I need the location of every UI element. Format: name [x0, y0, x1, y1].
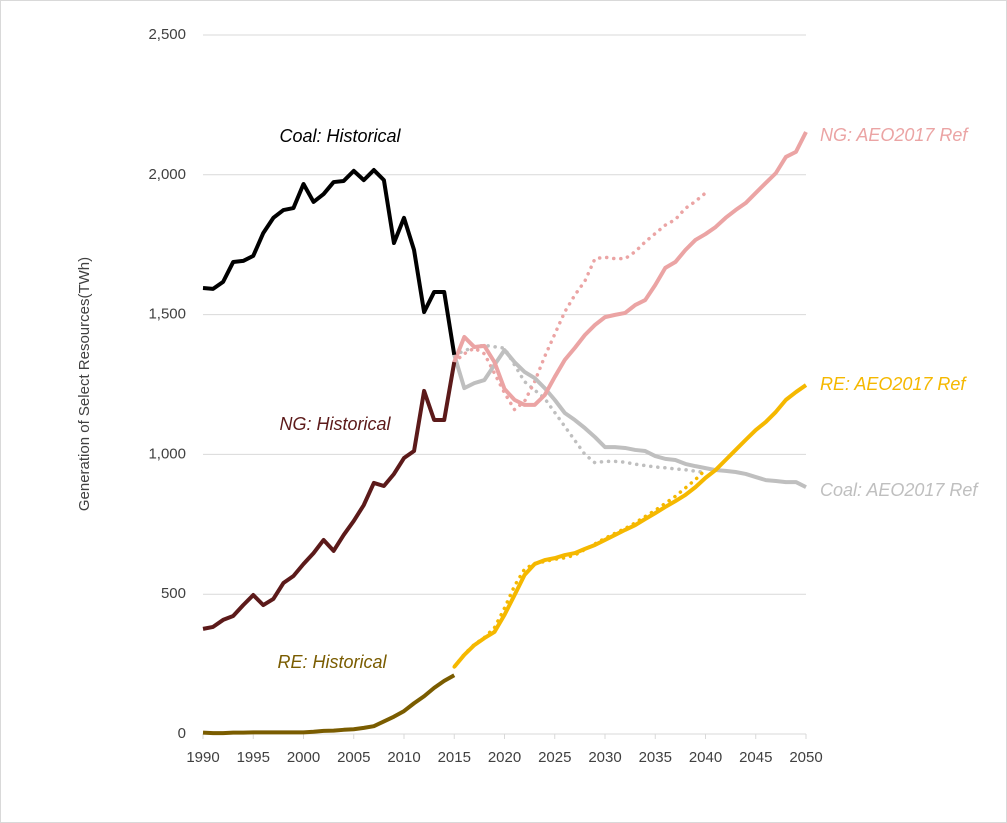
y-tick-label: 2,500	[148, 26, 186, 43]
x-tick-label: 2040	[689, 749, 722, 766]
series-label: Coal: Historical	[279, 126, 401, 146]
series-label: RE: AEO2017 Ref	[820, 374, 967, 394]
series-label: Coal: AEO2017 Ref	[820, 480, 979, 500]
y-tick-label: 500	[161, 585, 186, 602]
series-line	[452, 383, 808, 669]
x-tick-label: 2005	[337, 749, 370, 766]
x-tick-label: 2025	[538, 749, 571, 766]
y-tick-label: 2,000	[148, 166, 186, 183]
series-line	[202, 168, 457, 356]
y-tick-label: 1,000	[148, 445, 186, 462]
series-label: NG: Historical	[279, 414, 391, 434]
series-label: NG: AEO2017 Ref	[820, 125, 969, 145]
x-tick-label: 2000	[287, 749, 320, 766]
series-line	[452, 131, 808, 407]
series-line	[452, 348, 807, 489]
y-axis-label: Generation of Select Resources(TWh)	[76, 257, 93, 511]
series-label: RE: Historical	[277, 652, 387, 672]
y-tick-label: 0	[178, 725, 186, 742]
x-tick-label: 1990	[186, 749, 219, 766]
x-tick-label: 2030	[588, 749, 621, 766]
series-line	[452, 343, 708, 475]
series-line	[202, 361, 457, 631]
x-tick-label: 2020	[488, 749, 521, 766]
series-line	[202, 673, 456, 736]
x-tick-label: 2015	[438, 749, 471, 766]
x-tick-label: 2050	[789, 749, 822, 766]
series-line	[452, 468, 708, 669]
y-tick-label: 1,500	[148, 306, 186, 323]
x-tick-label: 2045	[739, 749, 772, 766]
x-tick-label: 2010	[387, 749, 420, 766]
x-tick-label: 1995	[237, 749, 270, 766]
x-tick-label: 2035	[639, 749, 672, 766]
